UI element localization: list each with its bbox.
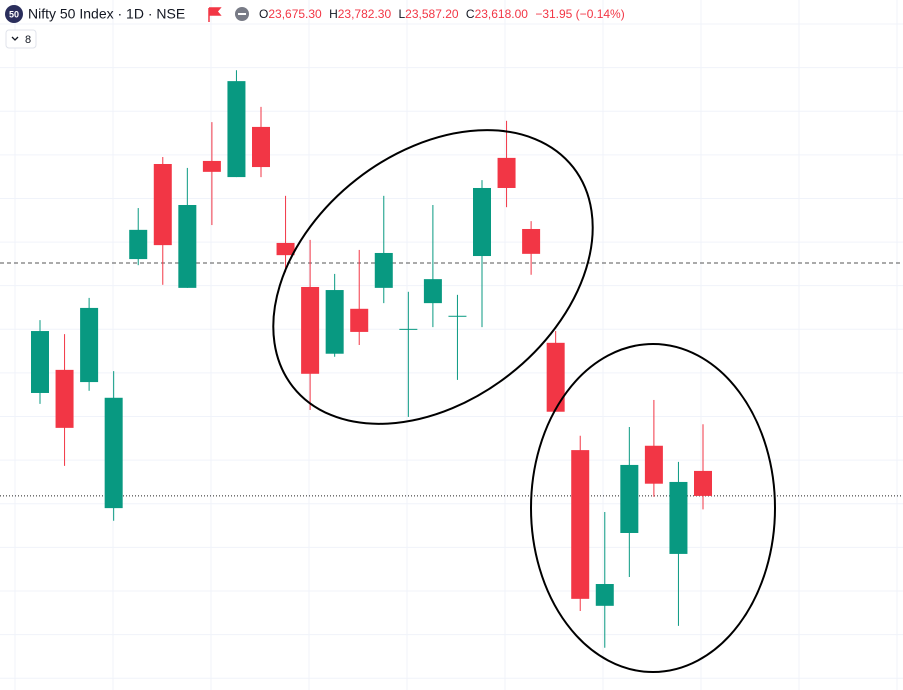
- candle-body: [571, 450, 590, 599]
- candle-body: [153, 163, 172, 246]
- candle-body: [252, 126, 270, 168]
- c-key: C: [466, 7, 475, 21]
- candle-body: [202, 160, 221, 172]
- candle-body: [80, 307, 99, 383]
- l-key: L: [398, 7, 405, 21]
- candle-body: [473, 187, 491, 257]
- candle-body: [374, 252, 393, 288]
- candle-body: [448, 315, 467, 317]
- symbol-title[interactable]: Nifty 50 Index · 1D · NSE: [28, 6, 185, 22]
- candle-body: [301, 286, 320, 374]
- candle-body: [423, 279, 442, 304]
- candle-body: [620, 464, 639, 533]
- candle-body: [595, 584, 614, 606]
- annotation-ellipse: [272, 129, 594, 425]
- candle-body: [31, 331, 49, 393]
- candle-body: [522, 228, 541, 254]
- candle-body: [178, 204, 197, 288]
- candle-body: [325, 290, 344, 354]
- candle-body: [227, 81, 246, 178]
- ohlc-values: O23,675.30 H23,782.30 L23,587.20 C23,618…: [259, 7, 625, 21]
- o-key: O: [259, 7, 268, 21]
- change: −31.95 (−0.14%): [535, 7, 624, 21]
- candle-body: [497, 157, 516, 188]
- candle-body: [669, 481, 688, 554]
- candle-body: [694, 470, 712, 496]
- symbol-badge: [5, 5, 23, 23]
- chevron-icon: [11, 36, 19, 41]
- candle-body: [104, 397, 123, 509]
- candle-body: [546, 342, 565, 412]
- indicators-toggle[interactable]: [5, 29, 37, 49]
- candle-body: [350, 308, 369, 332]
- h-key: H: [329, 7, 338, 21]
- candle-body: [399, 328, 418, 330]
- o-value: 23,675.30: [268, 7, 322, 21]
- annotation-ellipse: [530, 343, 776, 673]
- c-value: 23,618.00: [475, 7, 529, 21]
- candle-body: [55, 369, 74, 428]
- indicator-count: 8: [25, 34, 31, 46]
- h-value: 23,782.30: [338, 7, 392, 21]
- candles: [31, 70, 712, 648]
- legend-header: 50 Nifty 50 Index · 1D · NSE O23,675.30 …: [5, 5, 625, 49]
- candle-body: [129, 229, 148, 260]
- candle-body: [644, 445, 663, 484]
- flag-icon[interactable]: [208, 7, 222, 22]
- badge-text: 50: [9, 9, 19, 19]
- candle-body: [276, 242, 295, 256]
- market-status-dash: [238, 13, 246, 15]
- l-value: 23,587.20: [405, 7, 459, 21]
